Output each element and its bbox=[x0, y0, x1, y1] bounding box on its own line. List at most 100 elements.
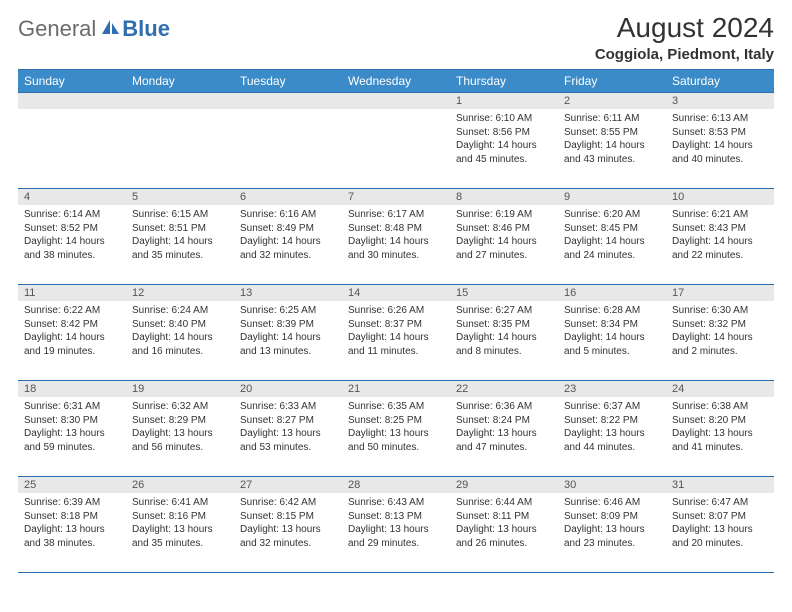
day-details: Sunrise: 6:37 AMSunset: 8:22 PMDaylight:… bbox=[558, 397, 666, 458]
calendar-week-row: 18 Sunrise: 6:31 AMSunset: 8:30 PM Dayligh… bbox=[18, 381, 774, 477]
sunrise-text: Sunrise: 6:31 AM bbox=[24, 400, 120, 414]
day-number: 1 bbox=[450, 93, 558, 109]
calendar-day-cell: 2Sunrise: 6:11 AMSunset: 8:55 PMDaylight… bbox=[558, 93, 666, 189]
daylight-text: Daylight: 13 hours and 23 minutes. bbox=[564, 523, 660, 550]
day-details: Sunrise: 6:13 AMSunset: 8:53 PMDaylight:… bbox=[666, 109, 774, 170]
sunset-text: Sunset: 8:32 PM bbox=[672, 318, 768, 332]
sunrise-text: Sunrise: 6:20 AM bbox=[564, 208, 660, 222]
day-details: Sunrise: 6:28 AMSunset: 8:34 PMDaylight:… bbox=[558, 301, 666, 362]
day-number: 18 bbox=[18, 381, 126, 397]
day-details: Sunrise: 6:21 AMSunset: 8:43 PMDaylight:… bbox=[666, 205, 774, 266]
calendar-day-cell: 22Sunrise: 6:36 AMSunset: 8:24 PMDayligh… bbox=[450, 381, 558, 477]
calendar-day-cell: 31Sunrise: 6:47 AMSunset: 8:07 PMDayligh… bbox=[666, 477, 774, 573]
sunrise-text: Sunrise: 6:47 AM bbox=[672, 496, 768, 510]
day-number: 21 bbox=[342, 381, 450, 397]
day-number: 20 bbox=[234, 381, 342, 397]
calendar-day-cell: 27Sunrise: 6:42 AMSunset: 8:15 PMDayligh… bbox=[234, 477, 342, 573]
sunrise-text: Sunrise: 6:30 AM bbox=[672, 304, 768, 318]
daylight-text: Daylight: 13 hours and 35 minutes. bbox=[132, 523, 228, 550]
sunrise-text: Sunrise: 6:42 AM bbox=[240, 496, 336, 510]
sunset-text: Sunset: 8:53 PM bbox=[672, 126, 768, 140]
day-details: Sunrise: 6:15 AMSunset: 8:51 PMDaylight:… bbox=[126, 205, 234, 266]
day-number: 25 bbox=[18, 477, 126, 493]
calendar-table: Sunday Monday Tuesday Wednesday Thursday… bbox=[18, 69, 774, 573]
logo-text-general: General bbox=[18, 16, 96, 42]
day-number: 17 bbox=[666, 285, 774, 301]
daylight-text: Daylight: 13 hours and 41 minutes. bbox=[672, 427, 768, 454]
calendar-page: General Blue August 2024 Coggiola, Piedm… bbox=[0, 0, 792, 585]
calendar-day-cell: 19Sunrise: 6:32 AMSunset: 8:29 PMDayligh… bbox=[126, 381, 234, 477]
daylight-text: Daylight: 14 hours and 24 minutes. bbox=[564, 235, 660, 262]
day-number: 2 bbox=[558, 93, 666, 109]
weekday-header: Sunday bbox=[18, 70, 126, 93]
calendar-day-cell: 16Sunrise: 6:28 AMSunset: 8:34 PMDayligh… bbox=[558, 285, 666, 381]
calendar-day-cell: 6Sunrise: 6:16 AMSunset: 8:49 PMDaylight… bbox=[234, 189, 342, 285]
sunset-text: Sunset: 8:35 PM bbox=[456, 318, 552, 332]
day-details: Sunrise: 6:46 AMSunset: 8:09 PMDaylight:… bbox=[558, 493, 666, 554]
sunrise-text: Sunrise: 6:35 AM bbox=[348, 400, 444, 414]
calendar-day-cell: 12Sunrise: 6:24 AMSunset: 8:40 PMDayligh… bbox=[126, 285, 234, 381]
sunrise-text: Sunrise: 6:38 AM bbox=[672, 400, 768, 414]
sunrise-text: Sunrise: 6:39 AM bbox=[24, 496, 120, 510]
day-number: 10 bbox=[666, 189, 774, 205]
daylight-text: Daylight: 13 hours and 20 minutes. bbox=[672, 523, 768, 550]
day-details: Sunrise: 6:43 AMSunset: 8:13 PMDaylight:… bbox=[342, 493, 450, 554]
day-details: Sunrise: 6:11 AMSunset: 8:55 PMDaylight:… bbox=[558, 109, 666, 170]
sunset-text: Sunset: 8:30 PM bbox=[24, 414, 120, 428]
sunset-text: Sunset: 8:09 PM bbox=[564, 510, 660, 524]
logo-text-blue: Blue bbox=[122, 16, 170, 42]
day-details: Sunrise: 6:26 AMSunset: 8:37 PMDaylight:… bbox=[342, 301, 450, 362]
calendar-day-cell: 14Sunrise: 6:26 AMSunset: 8:37 PMDayligh… bbox=[342, 285, 450, 381]
sunrise-text: Sunrise: 6:11 AM bbox=[564, 112, 660, 126]
day-details: Sunrise: 6:20 AMSunset: 8:45 PMDaylight:… bbox=[558, 205, 666, 266]
day-number: 24 bbox=[666, 381, 774, 397]
sunrise-text: Sunrise: 6:28 AM bbox=[564, 304, 660, 318]
sunset-text: Sunset: 8:29 PM bbox=[132, 414, 228, 428]
sunset-text: Sunset: 8:52 PM bbox=[24, 222, 120, 236]
sunrise-text: Sunrise: 6:44 AM bbox=[456, 496, 552, 510]
daylight-text: Daylight: 14 hours and 32 minutes. bbox=[240, 235, 336, 262]
day-details: Sunrise: 6:47 AMSunset: 8:07 PMDaylight:… bbox=[666, 493, 774, 554]
sunset-text: Sunset: 8:22 PM bbox=[564, 414, 660, 428]
sunset-text: Sunset: 8:49 PM bbox=[240, 222, 336, 236]
calendar-day-cell: 15Sunrise: 6:27 AMSunset: 8:35 PMDayligh… bbox=[450, 285, 558, 381]
sunset-text: Sunset: 8:46 PM bbox=[456, 222, 552, 236]
calendar-day-cell: 10Sunrise: 6:21 AMSunset: 8:43 PMDayligh… bbox=[666, 189, 774, 285]
weekday-header: Saturday bbox=[666, 70, 774, 93]
day-details: Sunrise: 6:16 AMSunset: 8:49 PMDaylight:… bbox=[234, 205, 342, 266]
sunrise-text: Sunrise: 6:32 AM bbox=[132, 400, 228, 414]
day-details: Sunrise: 6:24 AMSunset: 8:40 PMDaylight:… bbox=[126, 301, 234, 362]
calendar-day-cell: 26Sunrise: 6:41 AMSunset: 8:16 PMDayligh… bbox=[126, 477, 234, 573]
calendar-day-cell: 8Sunrise: 6:19 AMSunset: 8:46 PMDaylight… bbox=[450, 189, 558, 285]
sunrise-text: Sunrise: 6:21 AM bbox=[672, 208, 768, 222]
day-number: 9 bbox=[558, 189, 666, 205]
sunrise-text: Sunrise: 6:17 AM bbox=[348, 208, 444, 222]
daylight-text: Daylight: 14 hours and 40 minutes. bbox=[672, 139, 768, 166]
day-number: 30 bbox=[558, 477, 666, 493]
calendar-day-cell: 9Sunrise: 6:20 AMSunset: 8:45 PMDaylight… bbox=[558, 189, 666, 285]
calendar-day-cell: 5Sunrise: 6:15 AMSunset: 8:51 PMDaylight… bbox=[126, 189, 234, 285]
sunset-text: Sunset: 8:27 PM bbox=[240, 414, 336, 428]
day-number: 12 bbox=[126, 285, 234, 301]
daylight-text: Daylight: 14 hours and 16 minutes. bbox=[132, 331, 228, 358]
month-title: August 2024 bbox=[595, 12, 774, 44]
sunset-text: Sunset: 8:39 PM bbox=[240, 318, 336, 332]
day-details: Sunrise: 6:36 AMSunset: 8:24 PMDaylight:… bbox=[450, 397, 558, 458]
calendar-day-cell: 20Sunrise: 6:33 AMSunset: 8:27 PMDayligh… bbox=[234, 381, 342, 477]
weekday-header: Thursday bbox=[450, 70, 558, 93]
day-details: Sunrise: 6:41 AMSunset: 8:16 PMDaylight:… bbox=[126, 493, 234, 554]
daylight-text: Daylight: 14 hours and 11 minutes. bbox=[348, 331, 444, 358]
daylight-text: Daylight: 14 hours and 30 minutes. bbox=[348, 235, 444, 262]
calendar-week-row: 4Sunrise: 6:14 AMSunset: 8:52 PMDaylight… bbox=[18, 189, 774, 285]
day-details: Sunrise: 6:35 AMSunset: 8:25 PMDaylight:… bbox=[342, 397, 450, 458]
logo: General Blue bbox=[18, 16, 170, 42]
daylight-text: Daylight: 14 hours and 43 minutes. bbox=[564, 139, 660, 166]
day-number: 29 bbox=[450, 477, 558, 493]
sunrise-text: Sunrise: 6:14 AM bbox=[24, 208, 120, 222]
sunrise-text: Sunrise: 6:10 AM bbox=[456, 112, 552, 126]
calendar-day-cell: 21Sunrise: 6:35 AMSunset: 8:25 PMDayligh… bbox=[342, 381, 450, 477]
weekday-header: Monday bbox=[126, 70, 234, 93]
daylight-text: Daylight: 13 hours and 29 minutes. bbox=[348, 523, 444, 550]
sunrise-text: Sunrise: 6:36 AM bbox=[456, 400, 552, 414]
daylight-text: Daylight: 13 hours and 50 minutes. bbox=[348, 427, 444, 454]
